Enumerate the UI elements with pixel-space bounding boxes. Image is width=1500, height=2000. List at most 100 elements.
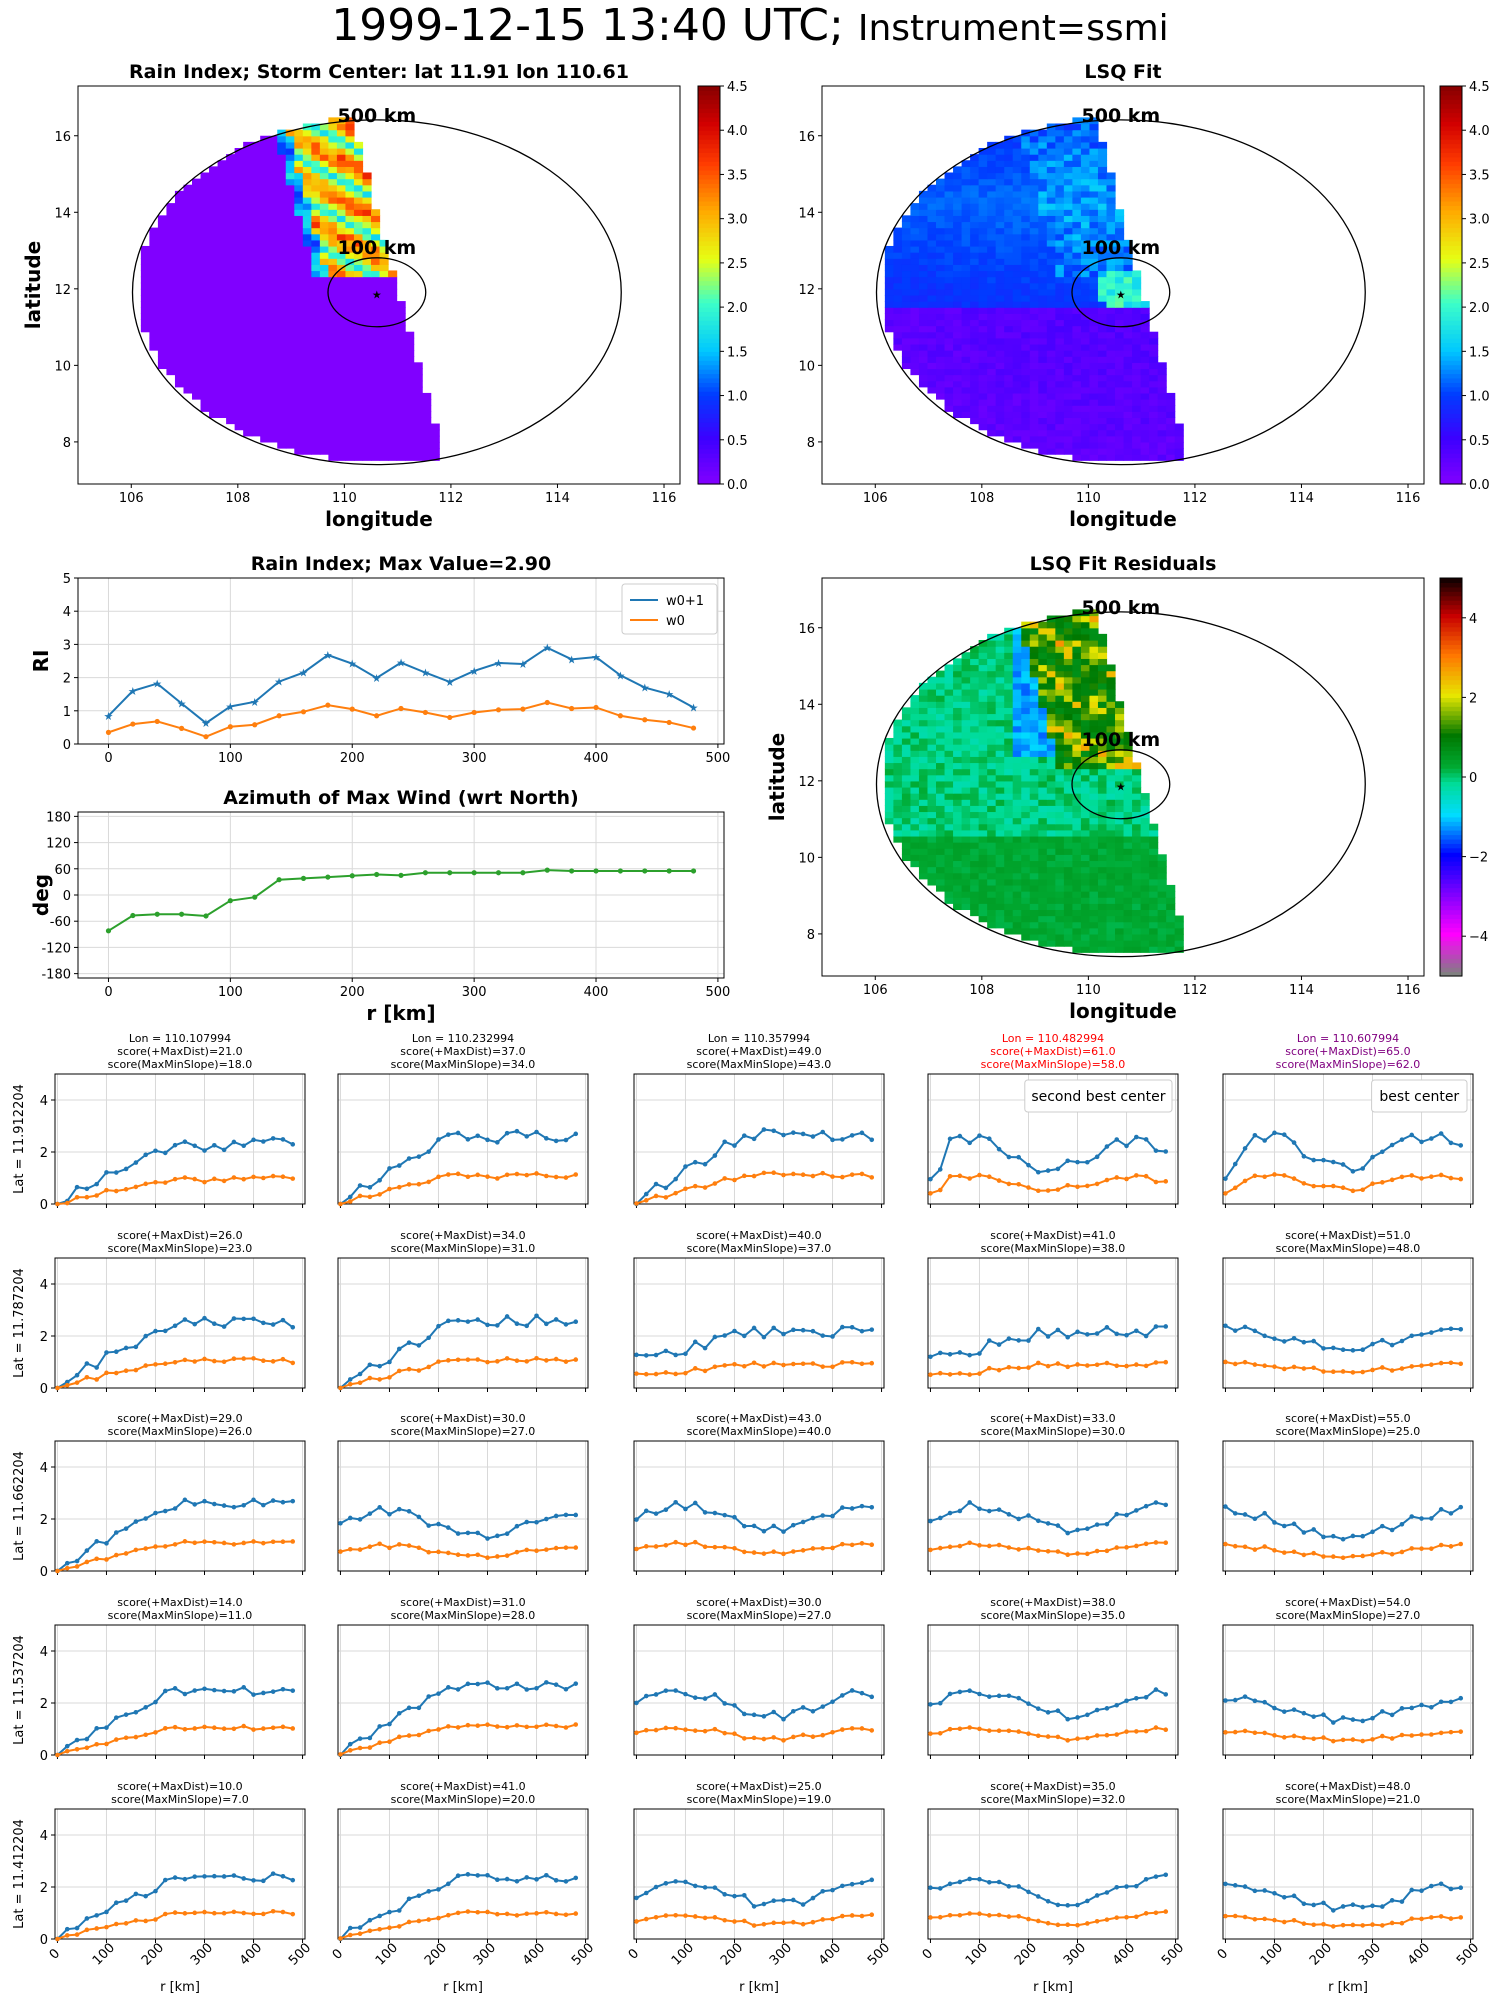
colorbar-step <box>698 86 720 92</box>
heatmap-cell <box>328 258 338 265</box>
heatmap-cell <box>251 368 261 376</box>
heatmap-cell <box>1029 688 1039 696</box>
heatmap-cell <box>174 288 185 296</box>
heatmap-cell <box>936 178 946 186</box>
heatmap-cell <box>294 141 304 149</box>
heatmap-cell <box>1063 860 1073 868</box>
colorbar-step <box>1440 435 1462 441</box>
heatmap-cell <box>1089 670 1099 678</box>
heatmap-cell <box>1123 313 1133 321</box>
heatmap-cell <box>1063 872 1073 880</box>
heatmap-cell <box>1115 835 1125 843</box>
heatmap-cell <box>226 343 236 351</box>
heatmap-cell <box>987 252 997 259</box>
heatmap-cell <box>1123 872 1133 880</box>
heatmap-cell <box>1004 909 1014 917</box>
heatmap-cell <box>970 719 980 727</box>
heatmap-cell <box>209 252 219 259</box>
heatmap-cell <box>995 884 1005 892</box>
y-tick-label: 180 <box>46 810 71 825</box>
heatmap-cell <box>1123 835 1133 843</box>
heatmap-cell <box>1072 209 1082 216</box>
heatmap-cell <box>336 276 347 284</box>
colorbar-step <box>1440 622 1462 628</box>
heatmap-cell <box>1089 866 1099 874</box>
panel-series-marker <box>1026 1185 1031 1190</box>
heatmap-cell <box>1063 294 1073 302</box>
heatmap-cell <box>1123 786 1133 794</box>
heatmap-cell <box>1140 940 1150 947</box>
panel-series-marker <box>475 1133 481 1139</box>
heatmap-cell <box>1063 695 1073 702</box>
heatmap-cell <box>268 294 278 302</box>
heatmap-cell <box>944 872 954 880</box>
heatmap-cell <box>987 227 997 235</box>
heatmap-cell <box>353 215 364 223</box>
heatmap-cell <box>918 866 929 874</box>
heatmap-cell <box>1072 946 1082 953</box>
heatmap-cell <box>268 411 278 419</box>
map-title: LSQ Fit <box>1084 61 1161 83</box>
heatmap-cell <box>1004 258 1014 265</box>
heatmap-cell <box>1029 829 1039 837</box>
heatmap-cell <box>944 774 954 782</box>
heatmap-cell <box>1080 713 1091 721</box>
heatmap-cell <box>166 215 176 223</box>
heatmap-cell <box>1055 166 1065 174</box>
heatmap-cell <box>1097 282 1108 290</box>
y-tick-label: 3 <box>63 638 71 653</box>
heatmap-cell <box>285 307 295 314</box>
series-marker: ★ <box>640 682 650 695</box>
heatmap-cell <box>970 337 980 345</box>
heatmap-cell <box>953 239 963 247</box>
heatmap-cell <box>1055 750 1065 757</box>
heatmap-cell <box>1046 399 1056 406</box>
heatmap-cell <box>1046 688 1056 696</box>
heatmap-cell <box>1004 878 1014 886</box>
colorbar-step <box>1440 324 1462 330</box>
heatmap-cell <box>209 276 219 284</box>
colorbar-step <box>1440 351 1462 357</box>
heatmap-cell <box>1106 190 1116 198</box>
heatmap-cell <box>1080 725 1091 733</box>
heatmap-cell <box>217 203 227 210</box>
panel-series-marker <box>347 1194 353 1200</box>
heatmap-cell <box>396 337 406 345</box>
colorbar-step <box>1440 240 1462 246</box>
heatmap-cell <box>217 282 227 290</box>
heatmap-cell <box>978 903 988 911</box>
heatmap-cell <box>1149 903 1159 911</box>
heatmap-cell <box>362 270 372 278</box>
heatmap-cell <box>226 258 236 265</box>
heatmap-cell <box>1012 866 1022 874</box>
heatmap-cell <box>268 337 278 345</box>
heatmap-cell <box>149 282 159 290</box>
heatmap-cell <box>413 368 423 376</box>
heatmap-cell <box>149 301 159 308</box>
heatmap-cell <box>217 178 227 186</box>
heatmap-cell <box>1080 405 1091 412</box>
heatmap-cell <box>995 756 1005 764</box>
heatmap-cell <box>379 294 389 302</box>
heatmap-cell <box>910 860 920 868</box>
heatmap-cell <box>226 221 236 229</box>
heatmap-cell <box>953 386 963 394</box>
heatmap-cell <box>944 227 954 235</box>
heatmap-cell <box>200 368 210 376</box>
y-tick-label: 10 <box>798 359 815 374</box>
heatmap-cell <box>311 184 321 192</box>
heatmap-cell <box>944 707 954 715</box>
heatmap-cell <box>1012 245 1022 253</box>
heatmap-cell <box>944 233 954 241</box>
heatmap-cell <box>1123 417 1133 425</box>
heatmap-cell <box>183 368 193 376</box>
heatmap-cell <box>936 860 946 868</box>
heatmap-cell <box>1046 356 1056 363</box>
heatmap-cell <box>1063 940 1073 947</box>
heatmap-cell <box>379 288 389 296</box>
y-axis-label: latitude <box>765 733 789 821</box>
heatmap-cell <box>1157 448 1167 455</box>
heatmap-cell <box>995 258 1005 265</box>
heatmap-cell <box>200 233 210 241</box>
